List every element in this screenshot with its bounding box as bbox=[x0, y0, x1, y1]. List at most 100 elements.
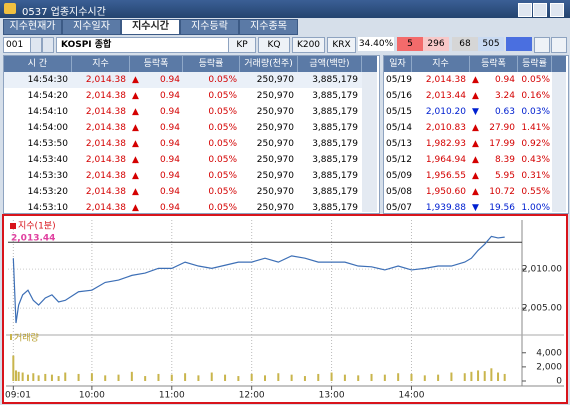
maximize-button[interactable] bbox=[533, 3, 547, 17]
close-button[interactable] bbox=[550, 3, 564, 17]
tab[interactable]: 지수시간 bbox=[121, 19, 180, 35]
index: 1,964.94 bbox=[425, 155, 466, 165]
legend-label: 지수(1분) bbox=[18, 221, 56, 232]
chart: 09:01 10:00 11:00 12:00 13:00 14:00 2,010.00 2,… bbox=[2, 214, 568, 404]
x-tick-label: 09:01 bbox=[5, 391, 31, 401]
x-tick-label: 14:00 bbox=[399, 391, 425, 401]
settings-button[interactable] bbox=[551, 37, 567, 53]
index: 2,014.38 bbox=[425, 75, 466, 85]
market-button[interactable]: KP bbox=[228, 37, 256, 53]
volume-bar bbox=[32, 373, 35, 381]
search-button[interactable] bbox=[42, 37, 54, 53]
arrow: ▲ bbox=[132, 155, 139, 165]
volume-bar bbox=[277, 373, 280, 381]
volume-bar bbox=[450, 372, 453, 381]
count-box: 5 bbox=[397, 37, 423, 51]
volume-bar bbox=[144, 376, 147, 381]
market-button[interactable]: K200 bbox=[292, 37, 325, 53]
time: 14:54:30 bbox=[27, 75, 68, 85]
change-rate: 1.41% bbox=[521, 123, 550, 133]
tab[interactable]: 지수일자 bbox=[62, 19, 121, 35]
change-rate: 0.05% bbox=[208, 155, 237, 165]
volume: 250,970 bbox=[256, 171, 294, 181]
arrow: ▲ bbox=[132, 187, 139, 197]
scrollbar[interactable] bbox=[552, 72, 566, 212]
index: 1,939.88 bbox=[425, 203, 466, 213]
volume-bar bbox=[224, 374, 227, 381]
change-rate: 0.31% bbox=[521, 171, 550, 181]
index-line bbox=[12, 235, 505, 324]
change-rate: 0.05% bbox=[208, 187, 237, 197]
column-header: 등락폭 bbox=[470, 56, 518, 72]
market-button[interactable]: KRX bbox=[327, 37, 356, 53]
volume-bar bbox=[197, 375, 200, 381]
column-header bbox=[552, 56, 566, 72]
minimize-button[interactable] bbox=[518, 3, 532, 17]
index: 1,950.60 bbox=[425, 187, 466, 197]
title-bar: 0537 업종지수시간 bbox=[0, 0, 570, 18]
volume-bar bbox=[77, 373, 80, 381]
volume-bar bbox=[184, 373, 187, 381]
volume-bar bbox=[57, 376, 60, 381]
volume-bar bbox=[117, 374, 120, 381]
volume-bar bbox=[383, 374, 386, 381]
volume-bar bbox=[37, 375, 40, 381]
market-button[interactable]: KQ bbox=[258, 37, 290, 53]
y-tick-label: 2,005.00 bbox=[522, 304, 562, 314]
change: 0.63 bbox=[494, 107, 515, 117]
volume-bar bbox=[303, 376, 306, 381]
time: 14:53:10 bbox=[27, 203, 68, 213]
x-tick-label: 13:00 bbox=[319, 391, 345, 401]
column-header: 일자 bbox=[384, 56, 412, 72]
volume-bar bbox=[264, 375, 266, 381]
change: 10.72 bbox=[489, 187, 515, 197]
arrow: ▲ bbox=[472, 123, 479, 133]
time: 14:54:10 bbox=[27, 107, 68, 117]
dropdown-button[interactable] bbox=[30, 37, 42, 53]
volume-bar bbox=[157, 373, 160, 381]
amount: 3,885,179 bbox=[312, 187, 358, 197]
amount: 3,885,179 bbox=[312, 139, 358, 149]
volume-bar bbox=[490, 368, 493, 381]
volume-bar bbox=[410, 373, 413, 381]
change-rate: 0.05% bbox=[521, 75, 550, 85]
date: 05/12 bbox=[386, 155, 412, 165]
amount: 3,885,179 bbox=[312, 91, 358, 101]
date: 05/14 bbox=[386, 123, 412, 133]
arrow: ▲ bbox=[132, 171, 139, 181]
y-tick-label: 2,010.00 bbox=[522, 265, 562, 275]
tab[interactable]: 지수등락 bbox=[180, 19, 239, 35]
index: 2,014.38 bbox=[85, 155, 126, 165]
index: 2,014.38 bbox=[85, 91, 126, 101]
index: 2,014.38 bbox=[85, 171, 126, 181]
legend-swatch bbox=[10, 334, 12, 340]
change: 3.24 bbox=[494, 91, 515, 101]
tab[interactable]: 지수현재가 bbox=[3, 19, 62, 35]
change: 0.94 bbox=[159, 203, 180, 213]
change-rate: 0.05% bbox=[208, 91, 237, 101]
change: 0.94 bbox=[159, 155, 180, 165]
change-rate: 0.05% bbox=[208, 171, 237, 181]
index: 1,982.93 bbox=[425, 139, 466, 149]
amount: 3,885,179 bbox=[312, 107, 358, 117]
list-button[interactable] bbox=[534, 37, 550, 53]
volume-bar bbox=[250, 373, 253, 381]
selected-row bbox=[4, 72, 362, 88]
tab[interactable]: 지수종목 bbox=[239, 19, 298, 35]
change: 0.94 bbox=[159, 91, 180, 101]
index-name: KOSPI 종합 bbox=[56, 37, 230, 53]
arrow: ▲ bbox=[472, 139, 479, 149]
change: 0.94 bbox=[159, 139, 180, 149]
column-header: 지수 bbox=[412, 56, 470, 72]
date: 05/19 bbox=[386, 75, 412, 85]
code-input[interactable]: 001 bbox=[3, 37, 31, 53]
x-tick-label: 12:00 bbox=[239, 391, 265, 401]
y-tick-label: 2,000 bbox=[536, 362, 562, 372]
scrollbar[interactable] bbox=[362, 72, 377, 212]
volume: 250,970 bbox=[256, 155, 294, 165]
volume-bar bbox=[477, 370, 480, 381]
arrow: ▼ bbox=[472, 203, 479, 213]
column-header: 등락률 bbox=[183, 56, 240, 72]
amount: 3,885,179 bbox=[312, 75, 358, 85]
volume: 250,970 bbox=[256, 91, 294, 101]
